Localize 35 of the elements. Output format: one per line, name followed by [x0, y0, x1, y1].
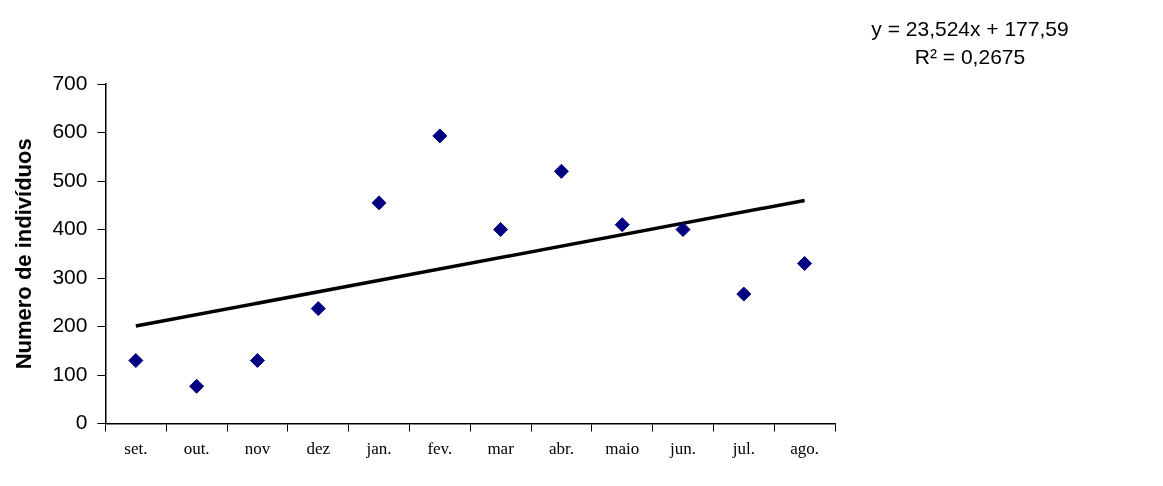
x-tick-label: abr. — [548, 439, 574, 459]
x-tick-label: ago. — [790, 439, 819, 459]
y-tick-label: 200 — [52, 313, 88, 337]
x-tick-label: jun. — [669, 439, 696, 459]
text: y = 23,524x + 177,59 — [871, 16, 1069, 40]
point — [189, 378, 205, 394]
x-tick-label: jan. — [365, 439, 392, 459]
x-tick-label: set. — [124, 439, 148, 459]
y-tick-label: 0 — [75, 410, 88, 434]
x-tick-label: mar — [487, 439, 515, 459]
text: R² = 0,2675 — [914, 44, 1026, 68]
x-tick-label: dez — [306, 439, 331, 459]
y-tick-label: 100 — [52, 361, 88, 385]
y-tick-label: 700 — [52, 70, 88, 94]
point — [493, 222, 509, 238]
y-axis-title: Numero de indivíduos — [11, 138, 37, 370]
point — [249, 353, 265, 369]
x-tick-label: nov — [244, 439, 271, 459]
x-tick-label: jul. — [731, 439, 755, 459]
point — [432, 128, 448, 144]
point — [310, 301, 326, 317]
y-tick-label: 600 — [52, 119, 88, 143]
x-tick-label: maio — [605, 439, 640, 459]
point — [736, 286, 752, 302]
y-tick-label: 300 — [52, 264, 88, 288]
point — [614, 217, 630, 233]
y-tick-label: 400 — [52, 216, 88, 240]
point — [553, 163, 569, 179]
x-tick-label: fev. — [427, 439, 453, 459]
point — [797, 256, 813, 271]
point — [371, 195, 387, 211]
point — [128, 353, 144, 369]
y-tick-label: 500 — [52, 167, 88, 191]
point — [675, 222, 691, 238]
x-tick-label: out. — [183, 439, 210, 459]
